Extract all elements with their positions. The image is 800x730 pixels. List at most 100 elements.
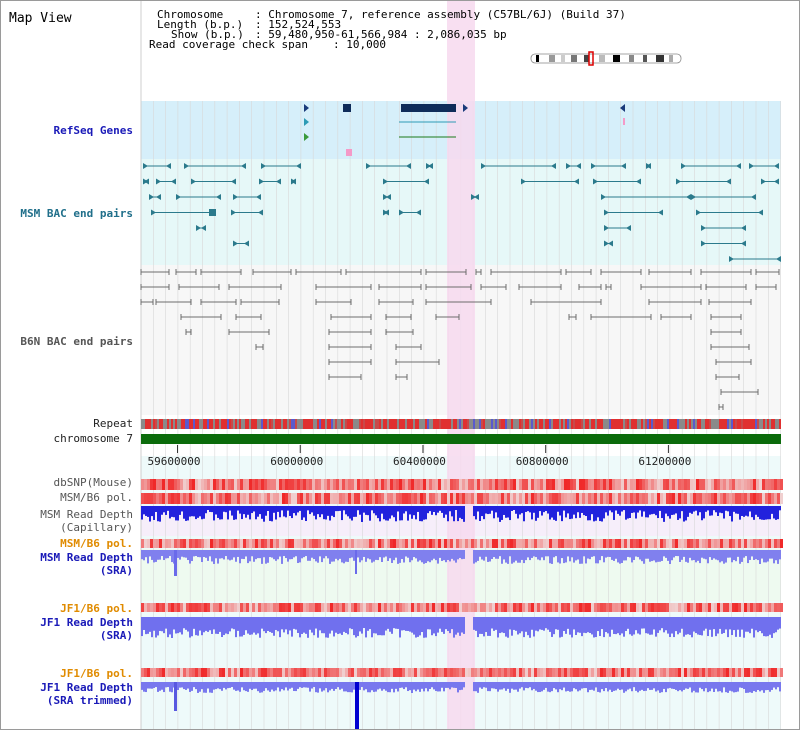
- jf1-b6-pol-heat-cell: [366, 603, 369, 612]
- msm-capillary-depth-bar: [769, 506, 771, 520]
- refseq-genes-label[interactable]: RefSeq Genes: [53, 124, 133, 137]
- jf1-b6-pol-heat-cell: [333, 603, 336, 612]
- msm-b6-pol-heat-cell: [201, 493, 204, 504]
- msm-b6-pol-2-label[interactable]: MSM/B6 pol.: [60, 537, 133, 550]
- repeat-block: [165, 419, 167, 429]
- msm-capillary-depth-bar: [735, 506, 737, 514]
- msm-b6-pol-2-heat-cell: [705, 539, 708, 548]
- jf1-b6-pol-2-heat-cell: [498, 668, 501, 677]
- repeat-block: [773, 419, 775, 429]
- dbsnp-heat-cell: [738, 479, 741, 490]
- jf1-b6-pol-2-heat-cell: [456, 668, 459, 677]
- msm-b6-pol-2-heat-cell: [159, 539, 162, 548]
- ideogram-band: [536, 55, 539, 62]
- jf1-b6-pol-heat-cell: [738, 603, 741, 612]
- jf1-sra-depth-bar: [295, 617, 297, 630]
- jf1-trimmed-depth-bar: [755, 682, 757, 692]
- jf1-trimmed-depth-bar: [573, 682, 575, 689]
- msm-sra-depth-bar: [605, 550, 607, 558]
- msm-bac-label[interactable]: MSM BAC end pairs: [20, 207, 133, 220]
- jf1-sra-depth-bar: [541, 617, 543, 630]
- jf1-trimmed-depth-bar: [309, 682, 311, 692]
- msm-sra-depth-bar: [287, 550, 289, 562]
- msm-capillary-depth-bar: [611, 506, 613, 513]
- msm-b6-pol-2-heat-cell: [372, 539, 375, 548]
- jf1-trimmed-depth-bar: [739, 682, 741, 688]
- repeat-block: [339, 419, 341, 429]
- jf1-b6-pol-heat-cell: [678, 603, 681, 612]
- msm-b6-pol-label[interactable]: MSM/B6 pol.: [60, 491, 133, 504]
- jf1-trimmed-depth-bar: [557, 682, 559, 693]
- jf1-b6-pol-heat-cell: [186, 603, 189, 612]
- msm-b6-pol-heat-cell: [213, 493, 216, 504]
- jf1-b6-pol-2-heat-cell: [279, 668, 282, 677]
- jf1-b6-pol-2-heat-cell: [333, 668, 336, 677]
- jf1-b6-pol-heat-cell: [660, 603, 663, 612]
- repeat-block: [141, 419, 143, 429]
- msm-b6-pol-heat-cell: [321, 493, 324, 504]
- jf1-sra-depth-bar: [647, 617, 649, 634]
- jf1-depth-trimmed-label[interactable]: JF1 Read Depth: [40, 681, 133, 694]
- jf1-b6-pol-2-heat-cell: [207, 668, 210, 677]
- repeat-block: [499, 419, 501, 429]
- msm-b6-pol-heat-cell: [228, 493, 231, 504]
- jf1-b6-pol-2-heat-cell: [276, 668, 279, 677]
- jf1-sra-depth-bar: [671, 617, 673, 634]
- jf1-trimmed-depth-bar: [637, 682, 639, 693]
- msm-capillary-depth-bar: [325, 506, 327, 520]
- jf1-trimmed-depth-bar: [191, 682, 193, 691]
- repeat-block: [605, 419, 607, 429]
- msm-capillary-depth-bar: [655, 506, 657, 516]
- jf1-b6-pol-2-heat-cell: [474, 668, 477, 677]
- repeat-block: [695, 419, 697, 429]
- msm-b6-pol-2-heat-cell: [342, 539, 345, 548]
- jf1-sra-depth-bar: [515, 617, 517, 631]
- msm-depth-capillary-label[interactable]: MSM Read Depth: [40, 508, 133, 521]
- msm-b6-pol-2-heat-cell: [576, 539, 579, 548]
- repeat-block: [465, 419, 467, 429]
- jf1-trimmed-depth-bar: [649, 682, 651, 690]
- jf1-b6-pol-2-label[interactable]: JF1/B6 pol.: [60, 667, 133, 680]
- msm-sra-depth-bar: [769, 550, 771, 559]
- msm-b6-pol-2-heat-cell: [432, 539, 435, 548]
- msm-capillary-depth-bar: [697, 506, 699, 516]
- jf1-b6-pol-label[interactable]: JF1/B6 pol.: [60, 602, 133, 615]
- msm-sra-depth-bar: [651, 550, 653, 562]
- dbsnp-heat-cell: [369, 479, 372, 490]
- dbsnp-heat-cell: [756, 479, 759, 490]
- msm-depth-sra-label[interactable]: MSM Read Depth: [40, 551, 133, 564]
- msm-capillary-depth-bar: [515, 506, 517, 514]
- dbsnp-label[interactable]: dbSNP(Mouse): [53, 476, 133, 489]
- msm-sra-depth-bar: [637, 550, 639, 558]
- jf1-sra-depth-bar: [169, 617, 171, 635]
- jf1-trimmed-depth-bar: [681, 682, 683, 692]
- jf1-sra-depth-bar: [195, 617, 197, 636]
- jf1-sra-depth-bar: [779, 617, 781, 629]
- jf1-trimmed-depth-bar: [347, 682, 349, 693]
- repeat-block: [455, 419, 457, 429]
- jf1-trimmed-depth-bar: [643, 682, 645, 692]
- msm-b6-pol-2-heat-cell: [345, 539, 348, 548]
- dbsnp-heat-cell: [309, 479, 312, 490]
- msm-capillary-depth-bar: [233, 506, 235, 520]
- jf1-trimmed-depth-bar: [635, 682, 637, 691]
- msm-sra-depth-bar: [371, 550, 373, 563]
- b6n-bac-label[interactable]: B6N BAC end pairs: [20, 335, 133, 348]
- repeat-block: [551, 419, 553, 429]
- jf1-trimmed-depth-bar: [683, 682, 685, 690]
- dbsnp-heat-cell: [513, 479, 516, 490]
- jf1-b6-pol-2-heat-cell: [459, 668, 462, 677]
- msm-bac-end: [256, 194, 261, 200]
- jf1-trimmed-depth-bar: [595, 682, 597, 688]
- dbsnp-heat-cell: [378, 479, 381, 490]
- msm-capillary-depth-bar: [473, 506, 475, 517]
- msm-bac-end: [144, 178, 149, 185]
- msm-b6-pol-2-heat-cell: [735, 539, 738, 548]
- jf1-b6-pol-2-heat-cell: [690, 668, 693, 677]
- msm-bac-block: [209, 209, 216, 216]
- repeat-block: [699, 419, 701, 429]
- jf1-depth-sra-label[interactable]: JF1 Read Depth: [40, 616, 133, 629]
- msm-b6-pol-heat-cell: [243, 493, 246, 504]
- msm-capillary-depth-bar: [591, 506, 593, 515]
